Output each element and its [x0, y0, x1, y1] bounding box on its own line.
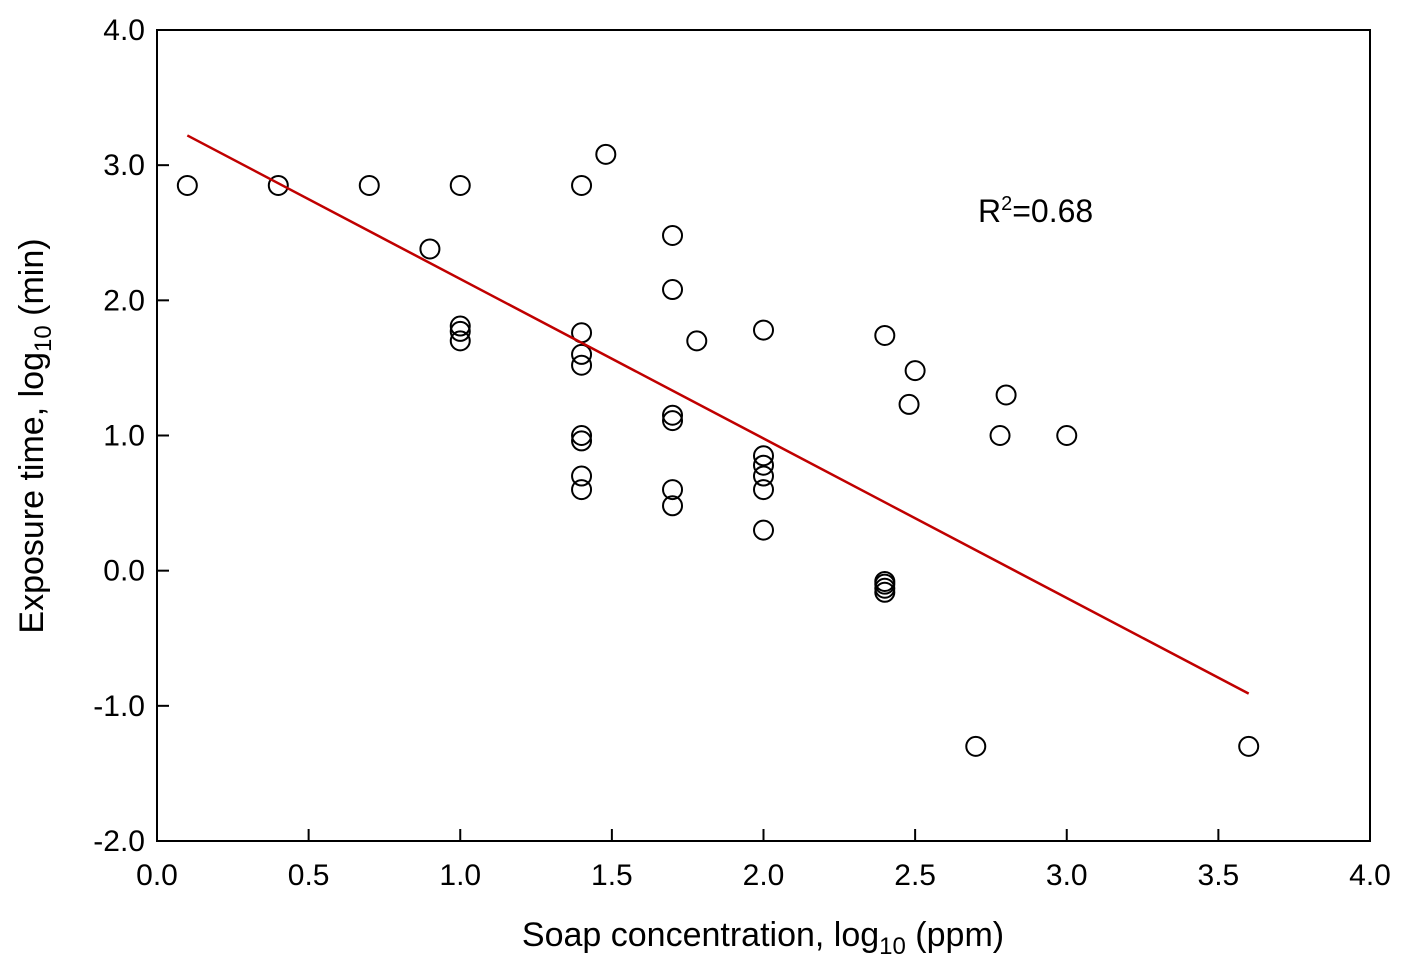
data-point [662, 495, 684, 517]
data-point [449, 330, 471, 352]
plot-frame [156, 29, 1371, 842]
y-axis-ticks: -2.0 -1.0 0.0 1.0 2.0 3.0 4.0 [93, 14, 169, 858]
data-point [1238, 735, 1260, 757]
data-points [176, 143, 1260, 757]
data-point [449, 315, 471, 337]
data-point [571, 425, 593, 446]
y-tick-label: 3.0 [103, 149, 145, 182]
data-point [1056, 425, 1078, 446]
data-point [571, 465, 593, 487]
data-point [904, 360, 926, 382]
x-tick-label: 1.0 [439, 859, 481, 892]
data-point [874, 581, 896, 603]
data-point [419, 238, 441, 260]
data-point [965, 735, 987, 757]
x-tick-label: 0.0 [136, 859, 178, 892]
y-tick-label: 4.0 [103, 14, 145, 47]
y-tick-label: 1.0 [103, 420, 145, 453]
data-point [595, 143, 617, 165]
data-point [176, 174, 198, 196]
data-point [571, 479, 593, 501]
data-point [686, 330, 708, 352]
y-tick-label: 0.0 [103, 555, 145, 588]
x-tick-label: 2.0 [743, 859, 785, 892]
x-tick-label: 2.5 [894, 859, 936, 892]
data-point [449, 320, 471, 342]
data-point [753, 454, 774, 476]
x-axis-title: Soap concentration, log10 (ppm) [522, 916, 1004, 954]
data-point [874, 324, 896, 346]
data-point [662, 479, 684, 501]
trendline [186, 134, 1250, 695]
x-tick-label: 4.0 [1349, 859, 1391, 892]
data-point [571, 343, 593, 365]
x-tick-label: 0.5 [288, 859, 330, 892]
y-tick-label: -1.0 [93, 690, 145, 723]
data-point [995, 384, 1017, 406]
data-point [449, 174, 471, 196]
data-point [753, 519, 774, 541]
data-point [662, 224, 684, 246]
data-point [571, 174, 593, 196]
y-tick-label: 2.0 [103, 284, 145, 317]
x-tick-label: 3.0 [1046, 859, 1088, 892]
data-point [662, 410, 684, 432]
data-point [662, 279, 684, 301]
data-point [753, 479, 774, 501]
data-point [753, 445, 774, 467]
r-squared-annotation: R2=0.68 [978, 193, 1093, 229]
data-point [571, 354, 593, 376]
x-tick-label: 3.5 [1198, 859, 1240, 892]
x-axis-ticks: 0.0 0.5 1.0 1.5 2.0 2.5 3.0 3.5 4.0 [136, 829, 1391, 892]
data-point [358, 174, 380, 196]
data-point [267, 174, 289, 196]
data-point [898, 393, 920, 415]
data-point [662, 404, 684, 426]
data-point [989, 425, 1011, 446]
y-axis-title: Exposure time, log10 (min) [13, 238, 57, 633]
data-point [571, 430, 593, 452]
y-tick-label: -2.0 [93, 825, 145, 858]
x-tick-label: 1.5 [591, 859, 633, 892]
data-point [753, 319, 774, 341]
data-point [753, 465, 774, 487]
